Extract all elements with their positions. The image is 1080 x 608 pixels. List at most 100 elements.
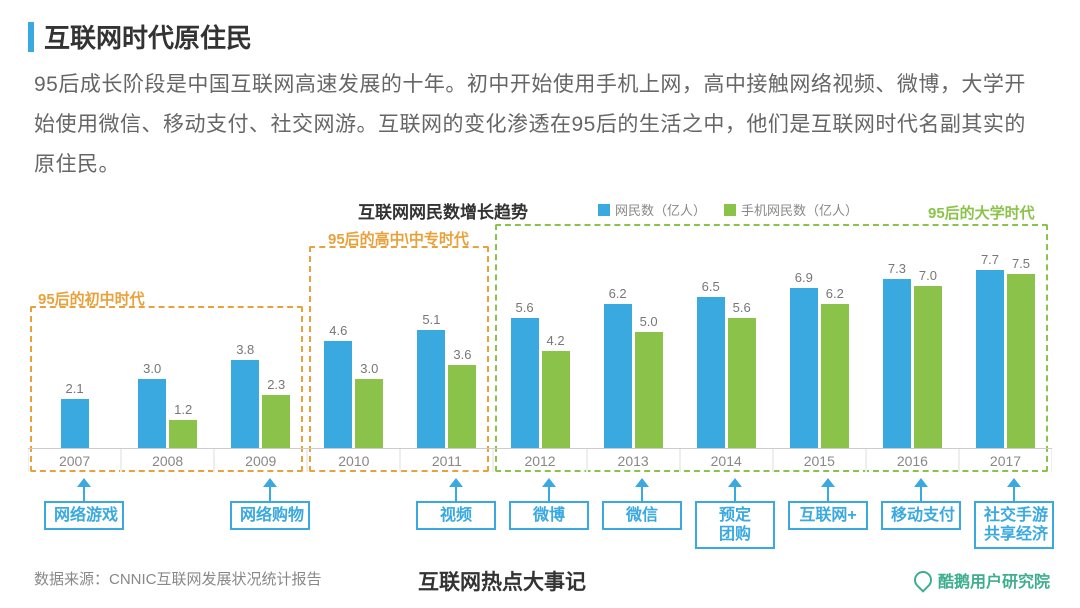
x-tick: 2017 xyxy=(959,449,1052,472)
bar-series1: 4.6 xyxy=(324,341,352,448)
bar-value-label: 5.0 xyxy=(640,314,658,329)
bar-series1: 6.9 xyxy=(790,288,818,448)
x-tick: 2007 xyxy=(28,449,121,472)
year-group: 6.96.2 xyxy=(773,238,866,448)
callout: 网络购物 xyxy=(230,478,310,530)
bar-value-label: 5.1 xyxy=(422,312,440,327)
year-group: 4.6 3.0 xyxy=(307,238,400,448)
callout-label: 网络游戏 xyxy=(44,501,124,530)
bar-value-label: 3.0 xyxy=(143,361,161,376)
callout-label: 微博 xyxy=(509,501,589,530)
callout-label: 预定团购 xyxy=(695,501,775,549)
bar-series1: 6.2 xyxy=(604,304,632,448)
bar-series1: 7.3 xyxy=(883,279,911,448)
bar-value-label: 7.7 xyxy=(981,252,999,267)
year-group: 6.5 5.6 xyxy=(680,238,773,448)
bar-series2: 4.2 xyxy=(542,351,570,448)
chart-legend: 网民数（亿人） 手机网民数（亿人） xyxy=(598,200,858,219)
legend-swatch xyxy=(724,204,736,216)
bar-series1: 7.7 xyxy=(976,270,1004,448)
callout-arrow-icon xyxy=(449,478,463,487)
x-tick: 2016 xyxy=(866,449,959,472)
callout: 预定团购 xyxy=(695,478,775,549)
callout: 微博 xyxy=(509,478,589,530)
bar-series2: 6.2 xyxy=(821,304,849,448)
year-group: 7.37.0 xyxy=(866,238,959,448)
bar-value-label: 6.5 xyxy=(702,279,720,294)
year-group: 5.1 3.6 xyxy=(400,238,493,448)
callout-label: 互联网+ xyxy=(788,501,868,530)
callout-arrow-icon xyxy=(635,478,649,487)
callout-stem xyxy=(269,487,271,501)
callout-stem xyxy=(827,487,829,501)
logo-text: 酷鹅用户研究院 xyxy=(938,568,1050,592)
legend-swatch xyxy=(598,204,610,216)
timeline-subtitle: 互联网热点大事记 xyxy=(418,566,586,596)
callout-stem xyxy=(734,487,736,501)
year-group: 2.1 xyxy=(28,238,121,448)
callout-arrow-icon xyxy=(728,478,742,487)
callout-stem xyxy=(83,487,85,501)
legend-item: 网民数（亿人） xyxy=(598,200,706,219)
callout-label: 社交手游共享经济 xyxy=(974,501,1054,549)
callout: 视频 xyxy=(416,478,496,530)
year-group: 5.6 4.2 xyxy=(493,238,586,448)
callout: 互联网+ xyxy=(788,478,868,530)
chart-title: 互联网网民数增长趋势 xyxy=(358,198,528,223)
bar-series2: 3.6 xyxy=(448,365,476,448)
bar-series1: 2.1 xyxy=(61,399,89,448)
bar-value-label: 2.3 xyxy=(267,377,285,392)
callout-stem xyxy=(455,487,457,501)
callout-arrow-icon xyxy=(542,478,556,487)
intro-paragraph: 95后成长阶段是中国互联网高速发展的十年。初中开始使用手机上网，高中接触网络视频… xyxy=(0,55,1080,185)
bar-series2: 2.3 xyxy=(262,395,290,448)
callout-label: 网络购物 xyxy=(230,501,310,530)
bar-value-label: 7.3 xyxy=(888,261,906,276)
growth-chart: 互联网网民数增长趋势 网民数（亿人） 手机网民数（亿人） 95后的初中时代95后… xyxy=(28,198,1052,478)
x-tick: 2014 xyxy=(680,449,773,472)
legend-label: 手机网民数（亿人） xyxy=(741,200,858,219)
bar-value-label: 1.2 xyxy=(174,402,192,417)
bar-value-label: 7.0 xyxy=(919,268,937,283)
x-tick: 2012 xyxy=(493,449,586,472)
callout-stem xyxy=(1013,487,1015,501)
legend-item: 手机网民数（亿人） xyxy=(724,200,858,219)
title-accent xyxy=(28,22,34,52)
x-tick: 2008 xyxy=(121,449,214,472)
callout-arrow-icon xyxy=(1007,478,1021,487)
callout: 网络游戏 xyxy=(44,478,124,530)
bar-value-label: 3.0 xyxy=(360,361,378,376)
callout-row: 网络游戏 网络购物 视频微博微信预定团购互联网+ 移动支付社交手游共享经济 xyxy=(28,478,1052,558)
callout-stem xyxy=(641,487,643,501)
bar-value-label: 6.2 xyxy=(609,286,627,301)
bar-value-label: 2.1 xyxy=(66,381,84,396)
bar-value-label: 5.6 xyxy=(733,300,751,315)
bar-value-label: 3.8 xyxy=(236,342,254,357)
bar-value-label: 7.5 xyxy=(1012,256,1030,271)
year-group: 7.77.5 xyxy=(959,238,1052,448)
bar-value-label: 3.6 xyxy=(453,347,471,362)
legend-label: 网民数（亿人） xyxy=(615,200,706,219)
data-source: 数据来源：CNNIC互联网发展状况统计报告 xyxy=(34,568,322,589)
x-tick: 2015 xyxy=(773,449,866,472)
era-label: 95后的大学时代 xyxy=(928,202,1035,223)
bar-value-label: 5.6 xyxy=(515,300,533,315)
callout: 社交手游共享经济 xyxy=(974,478,1054,549)
logo-icon xyxy=(910,567,935,592)
callout-stem xyxy=(920,487,922,501)
callout: 移动支付 xyxy=(881,478,961,530)
callout-label: 移动支付 xyxy=(881,501,961,530)
callout-label: 微信 xyxy=(602,501,682,530)
year-group: 3.8 2.3 xyxy=(214,238,307,448)
bar-series2: 7.5 xyxy=(1007,274,1035,448)
bar-value-label: 4.2 xyxy=(546,333,564,348)
bar-series2: 1.2 xyxy=(169,420,197,448)
x-tick: 2009 xyxy=(214,449,307,472)
bars-container: 2.1 3.0 1.2 3.8 2.3 4.6 3.0 5.1 3.6 5.6 4.2 6.2 5.0 6… xyxy=(28,238,1052,448)
callout-arrow-icon xyxy=(914,478,928,487)
callout-arrow-icon xyxy=(821,478,835,487)
x-tick: 2010 xyxy=(307,449,400,472)
callout-arrow-icon xyxy=(77,478,91,487)
bar-series2: 7.0 xyxy=(914,286,942,448)
x-tick: 2013 xyxy=(587,449,680,472)
